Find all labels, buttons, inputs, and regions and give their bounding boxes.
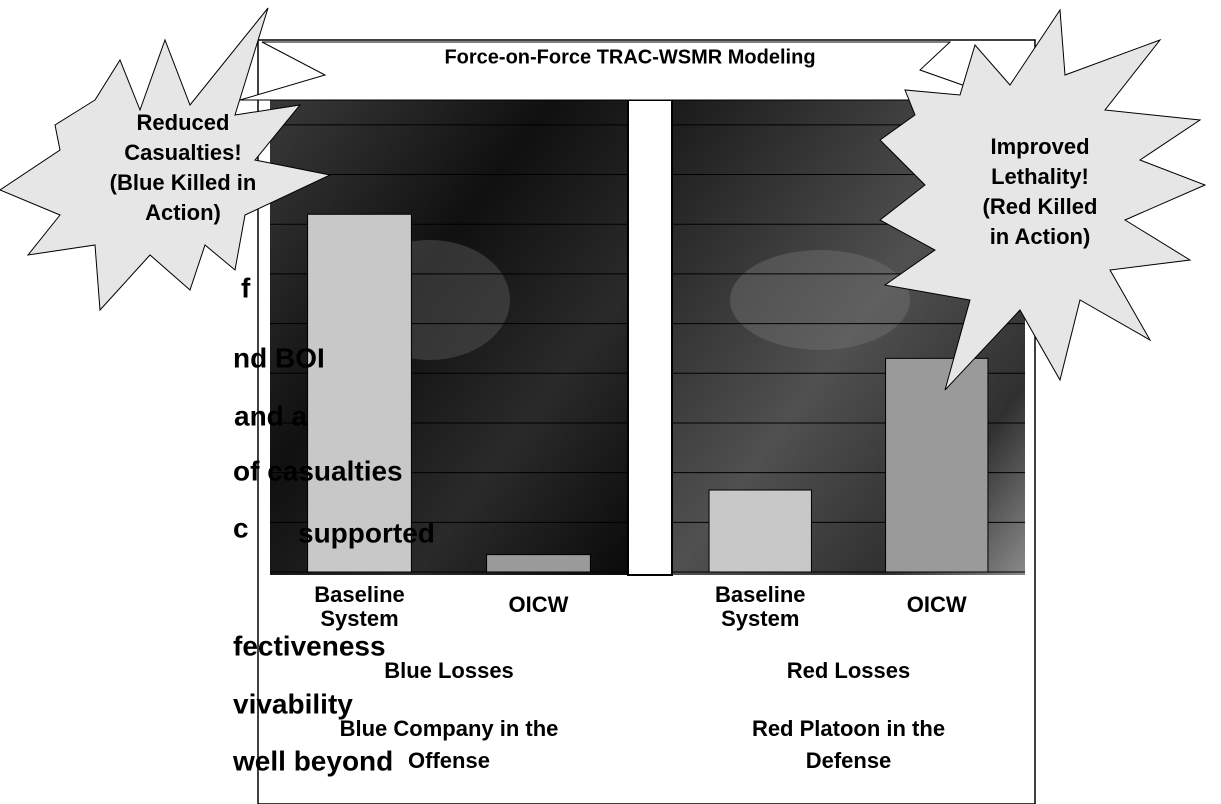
callout-burst (0, 7, 332, 312)
x-tick-label: Baseline System (715, 582, 806, 631)
subtitle: Red Platoon in the Defense (752, 716, 945, 773)
subtitle: Blue Company in the Offense (340, 716, 559, 773)
callout-text: Lethality! (991, 164, 1089, 189)
callout-text: Action) (145, 200, 221, 225)
body-text: vivability (233, 688, 353, 719)
x-tick-label: OICW (907, 592, 967, 617)
x-axis-label: Blue Losses (384, 658, 514, 683)
callout-burst (879, 8, 1207, 391)
x-tick-label: Baseline System (314, 582, 405, 631)
callout-text: (Blue Killed in (110, 170, 257, 195)
callout-text: (Red Killed (983, 194, 1098, 219)
callout-text: Reduced (137, 110, 230, 135)
body-text: and a (234, 400, 308, 431)
overlay-text: supported (298, 517, 435, 548)
x-tick-label: OICW (509, 592, 569, 617)
callout-text: Casualties! (124, 140, 241, 165)
body-text: f (241, 272, 251, 303)
plot (270, 124, 1025, 573)
bar (486, 554, 591, 573)
text-layer: Baseline System OICW Blue Losses Blue Compan… (110, 110, 1098, 777)
photo-detail (730, 250, 910, 350)
callout-text: in Action) (990, 224, 1091, 249)
body-text: nd BOI (233, 342, 325, 373)
body-text: fectiveness (233, 630, 386, 661)
bar (708, 489, 812, 573)
bar (885, 357, 989, 573)
body-text: well beyond (232, 745, 393, 776)
body-text: of casualties (233, 455, 403, 486)
chart-title: Force-on-Force TRAC-WSMR Modeling (444, 46, 815, 68)
x-axis-label: Red Losses (787, 658, 911, 683)
bar (307, 213, 412, 573)
body-text: c (233, 512, 249, 543)
callout-text: Improved (990, 134, 1089, 159)
divider (627, 99, 673, 576)
